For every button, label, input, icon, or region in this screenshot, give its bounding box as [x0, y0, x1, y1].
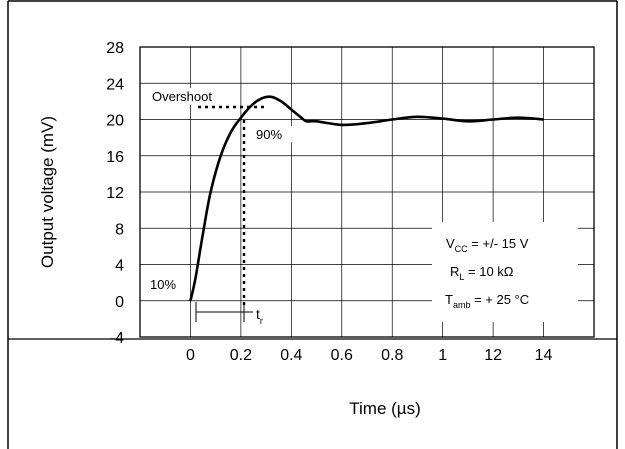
series-line [189, 95, 544, 302]
overshoot-label: Overshoot [152, 89, 212, 104]
y-tick-labels: 28 24 20 16 12 8 4 0 -4 [106, 40, 124, 347]
condition-vcc: VCC = +/- 15 V [446, 236, 529, 254]
ten-label-bg [148, 275, 188, 291]
x-tick-label: 1 [438, 347, 447, 364]
y-tick-label: 16 [106, 149, 124, 166]
conditions-box [432, 222, 578, 322]
y-tick-label: 8 [115, 221, 124, 238]
x-tick-label: 0 [186, 347, 195, 364]
ninety-label: 90% [256, 127, 282, 142]
tr-label-bg [254, 303, 272, 327]
x-tick-label: 0.4 [280, 347, 302, 364]
x-tick-label: 12 [484, 347, 502, 364]
y-tick-label: 24 [106, 76, 124, 93]
x-tick-label: 14 [535, 347, 553, 364]
y-tick-label: 4 [115, 258, 124, 275]
condition-rl: RL = 10 kΩ [450, 264, 514, 282]
x-tick-label: 0.8 [381, 347, 403, 364]
x-tick-labels: 0 0.2 0.4 0.6 0.8 1 12 14 [186, 347, 553, 364]
x-axis-label: Time (µs) [349, 399, 421, 418]
y-tick-label: 28 [106, 40, 124, 57]
overshoot-label-bg [150, 88, 232, 105]
ninety-label-bg [252, 126, 298, 142]
y-tick-label: 12 [106, 185, 124, 202]
ten-label: 10% [150, 277, 176, 292]
x-tick-label: 0.6 [331, 347, 353, 364]
y-axis-label: Output voltage (mV) [38, 116, 57, 268]
condition-tamb: Tamb = + 25 °C [445, 292, 529, 310]
x-tick-label: 0.2 [230, 347, 252, 364]
y-tick-label: -4 [110, 330, 124, 347]
rise-time-label: tr [256, 306, 263, 326]
y-tick-label: 20 [106, 113, 124, 130]
y-tick-label: 0 [115, 294, 124, 311]
